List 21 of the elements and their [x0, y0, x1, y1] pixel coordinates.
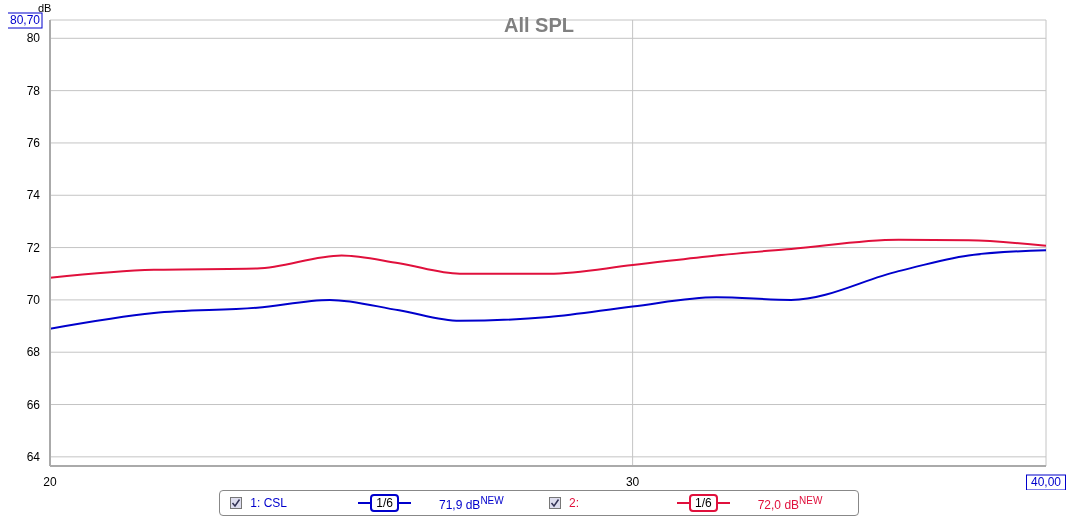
y-tick-label: 78 [26, 83, 41, 98]
text: 1/6 [689, 494, 718, 512]
text: 71,9 dB$^{NEW}$ [439, 494, 505, 512]
y-tick-label: 74 [26, 188, 41, 203]
y-tick-label: 70 [26, 292, 41, 307]
text: 72,0 dB$^{NEW}$ [757, 494, 824, 512]
text: 1: CSL [250, 496, 288, 510]
text: 2: [569, 496, 580, 510]
y-tick-label: 66 [26, 397, 41, 412]
text: 1/6 [370, 494, 399, 512]
y-tick-label: 64 [26, 449, 41, 464]
y-axis-title: dB [38, 2, 52, 14]
y-tick-label: 80,70 [9, 13, 41, 27]
y-tick-label: 76 [26, 135, 41, 150]
chart-title: All SPL [503, 14, 574, 36]
y-tick-label: 72 [26, 240, 41, 255]
x-tick-label: 30 [625, 475, 640, 489]
y-tick-label: 68 [26, 345, 41, 360]
y-tick-label: 80 [26, 31, 41, 46]
x-tick-label: 20 [43, 475, 57, 489]
x-tick-label: 40,00 [1030, 475, 1062, 489]
